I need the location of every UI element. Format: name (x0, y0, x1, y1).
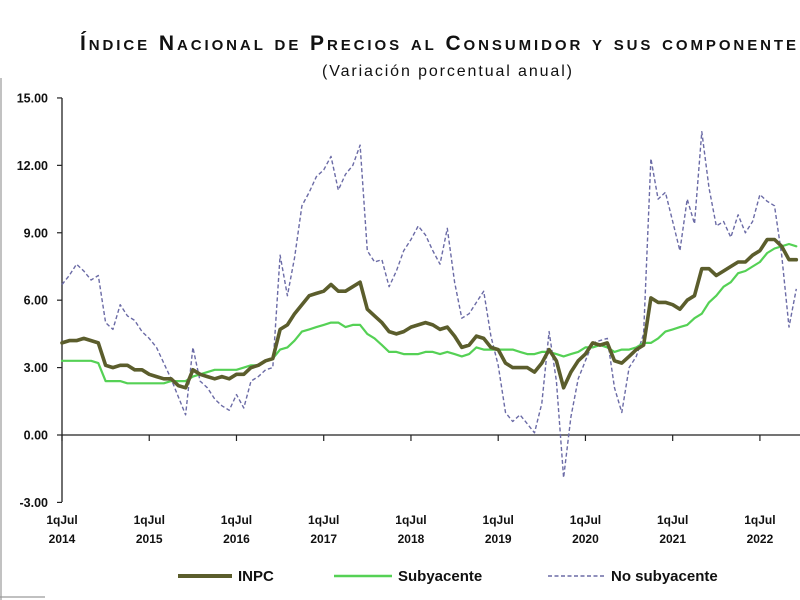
legend-item-subyacente: Subyacente (334, 568, 482, 585)
x-tick-label-period: 1qJul (570, 513, 601, 527)
x-tick-label-year: 2018 (398, 532, 425, 546)
y-tick-label: -3.00 (20, 496, 49, 510)
y-ticks: 15.00 12.00 9.00 6.00 3.00 0.00 -3.00 (17, 91, 62, 510)
legend: INPC Subyacente No subyacente (178, 568, 718, 585)
y-tick-label: 15.00 (17, 91, 48, 105)
y-tick-label: 12.00 (17, 159, 48, 173)
x-tick-label-period: 1qJul (483, 513, 514, 527)
x-tick-label-period: 1qJul (221, 513, 252, 527)
x-tick-label-year: 2020 (572, 532, 599, 546)
legend-label-no-subyacente: No subyacente (611, 568, 718, 585)
x-tick-label-year: 2015 (136, 532, 163, 546)
legend-label-inpc: INPC (238, 568, 274, 585)
x-tick-label-year: 2022 (747, 532, 774, 546)
x-tick-label-period: 1qJul (308, 513, 339, 527)
x-tick-label-year: 2021 (659, 532, 686, 546)
x-tick-label-period: 1qJul (657, 513, 688, 527)
chart-subtitle: (Variación porcentual anual) (322, 63, 572, 80)
y-tick-label: 9.00 (24, 226, 48, 240)
x-ticks: 1qJul 2014 1qJul 2015 1qJul 2016 1qJul 2017 1qJu… (46, 435, 776, 546)
chart-title: Índice Nacional de Precios al Consumidor… (80, 32, 796, 55)
legend-item-no-subyacente: No subyacente (548, 568, 718, 585)
x-tick-label-year: 2014 (49, 532, 76, 546)
legend-item-inpc: INPC (178, 568, 274, 585)
x-tick-label-year: 2016 (223, 532, 250, 546)
series-line-subyacente (60, 242, 798, 385)
x-tick-label-year: 2017 (310, 532, 337, 546)
y-tick-label: 0.00 (24, 429, 48, 443)
x-tick-label-period: 1qJul (46, 513, 77, 527)
series-line-inpc (60, 237, 799, 390)
series-line-no-subyacente (61, 131, 797, 479)
y-tick-label: 6.00 (24, 294, 48, 308)
x-tick-label-period: 1qJul (134, 513, 165, 527)
x-tick-label-period: 1qJul (395, 513, 426, 527)
y-tick-label: 3.00 (24, 361, 48, 375)
x-tick-label-year: 2019 (485, 532, 512, 546)
plot-area: 15.00 12.00 9.00 6.00 3.00 0.00 -3.00 1qJul 201… (17, 91, 800, 546)
series-lines (60, 131, 799, 479)
x-tick-label-period: 1qJul (744, 513, 775, 527)
legend-label-subyacente: Subyacente (398, 568, 482, 585)
